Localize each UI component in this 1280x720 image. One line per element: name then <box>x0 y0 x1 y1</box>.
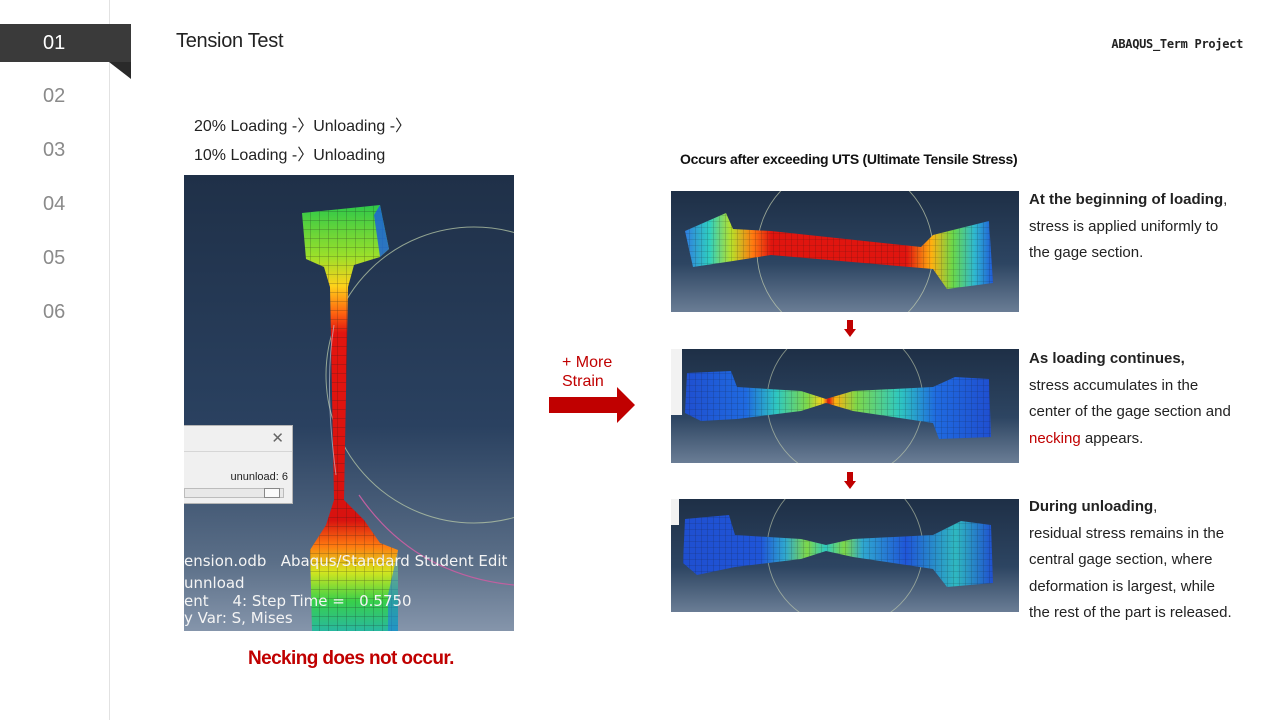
side-toolbar <box>671 499 679 525</box>
frame-label: ununload: 6 <box>230 471 289 483</box>
step-2-lead: As loading continues, <box>1029 350 1185 367</box>
loading-start-image <box>671 191 1019 312</box>
uts-note: Occurs after exceeding UTS (Ultimate Ten… <box>680 151 1018 167</box>
viewport-increment-line: ent 4: Step Time = 0.5750 <box>184 592 412 610</box>
nav-item-05[interactable]: 05 <box>43 247 66 269</box>
side-toolbar <box>671 349 682 415</box>
nav-item-03[interactable]: 03 <box>43 139 66 161</box>
step-3-line-3: deformation is largest, while <box>1029 577 1215 595</box>
step-1-line-1: stress is applied uniformly to <box>1029 217 1219 235</box>
step-1-lead: At the beginning of loading <box>1029 191 1224 208</box>
page-title: Tension Test <box>176 30 284 52</box>
down-arrow-icon <box>844 472 856 489</box>
frame-slider-knob[interactable] <box>264 488 280 498</box>
step-3-lead-suffix: , <box>1153 498 1158 515</box>
viewport-odb-line: ension.odb Abaqus/Standard Student Edit <box>184 552 508 570</box>
nav-item-02[interactable]: 02 <box>43 85 66 107</box>
more-strain-line-1: + More <box>562 354 613 371</box>
nav-active-fold <box>109 62 131 79</box>
more-strain-line-2: Strain <box>562 373 604 390</box>
unloading-image <box>671 499 1019 612</box>
step-3-description: During unloading, residual stress remain… <box>1029 494 1232 627</box>
viewport-variable-line: y Var: S, Mises <box>184 609 293 627</box>
step-3-line-4: the rest of the part is released. <box>1029 604 1232 621</box>
frame-slider-track[interactable] <box>184 488 284 498</box>
tension-specimen-render <box>302 205 514 631</box>
loading-continues-image <box>671 349 1019 463</box>
animation-frame-dialog: ✕ ununload: 6 <box>184 425 293 504</box>
step-3-line-1: residual stress remains in the <box>1029 524 1225 542</box>
necking-highlight: necking <box>1029 429 1081 447</box>
step-1-description: At the beginning of loading, stress is a… <box>1029 187 1227 267</box>
nav-item-01[interactable]: 01 <box>0 24 131 62</box>
dialog-divider <box>184 451 292 452</box>
step-2-description: As loading continues, stress accumulates… <box>1029 346 1231 452</box>
nav-item-04[interactable]: 04 <box>43 193 66 215</box>
step-2-line-1: stress accumulates in the <box>1029 376 1199 394</box>
no-necking-caption: Necking does not occur. <box>248 648 454 669</box>
step-3-line-2: central gage section, where <box>1029 551 1213 568</box>
step-1-line-2: the gage section. <box>1029 244 1144 261</box>
down-arrow-icon <box>844 320 856 337</box>
nav-item-06[interactable]: 06 <box>43 301 66 323</box>
step-3-lead: During unloading <box>1029 498 1154 515</box>
viewport-step-line: unnload <box>184 574 245 592</box>
step-1-lead-suffix: , <box>1223 191 1228 208</box>
more-strain-label: + More Strain <box>562 353 612 391</box>
project-tag: ABAQUS_Term Project <box>1111 37 1243 51</box>
section-nav: 01 02 03 04 05 06 <box>0 0 131 720</box>
right-arrow-icon <box>549 387 635 423</box>
step-2-line-2: center of the gage section and <box>1029 403 1231 420</box>
sequence-line-1: 20% Loading -〉Unloading -〉 <box>194 118 412 135</box>
close-icon[interactable]: ✕ <box>271 430 284 447</box>
abaqus-viewport-image: ✕ ununload: 6 ension.odb Abaqus/Standard… <box>184 175 514 631</box>
step-2-line-3-suffix: appears. <box>1080 429 1144 447</box>
sequence-line-2: 10% Loading -〉Unloading <box>194 147 386 164</box>
